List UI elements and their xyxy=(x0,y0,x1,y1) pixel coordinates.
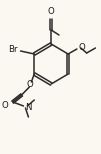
Text: O: O xyxy=(48,7,55,16)
Text: Br: Br xyxy=(8,45,18,53)
Text: O: O xyxy=(79,43,86,51)
Text: O: O xyxy=(1,101,8,109)
Text: O: O xyxy=(27,79,34,89)
Text: N: N xyxy=(25,103,32,111)
